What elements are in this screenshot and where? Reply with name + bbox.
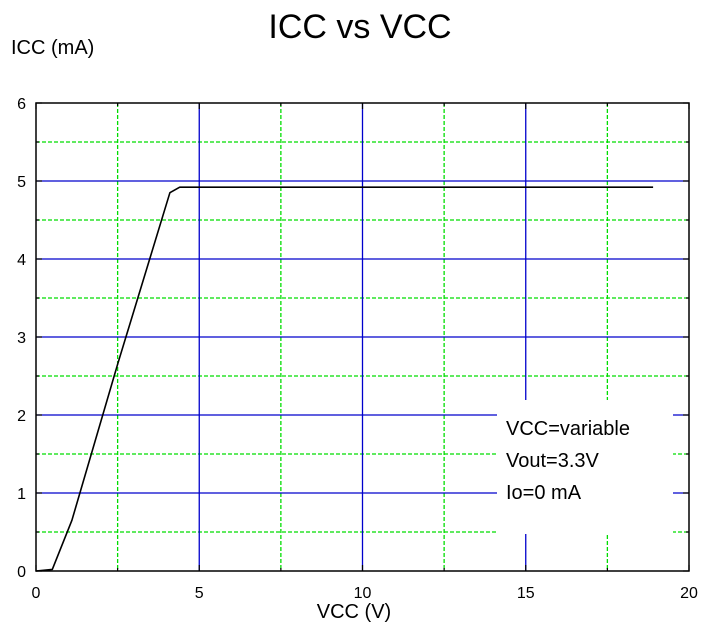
y-tick-label: 5 xyxy=(17,174,26,191)
y-tick-label: 2 xyxy=(17,408,26,425)
y-tick-label: 3 xyxy=(17,330,26,347)
ticks-layer xyxy=(35,102,690,572)
x-tick-label: 15 xyxy=(517,585,535,602)
x-tick-label: 10 xyxy=(354,585,372,602)
y-tick-label: 0 xyxy=(17,564,26,581)
annotation-text: Vout=3.3V xyxy=(506,450,600,472)
x-tick-label: 5 xyxy=(195,585,204,602)
y-tick-label: 4 xyxy=(17,252,26,269)
tick-labels: 0 5 10 15 20 0 1 2 3 4 5 6 xyxy=(17,96,698,602)
series-line xyxy=(35,186,654,572)
x-axis-label: VCC (V) xyxy=(317,601,391,623)
y-tick-label: 1 xyxy=(17,486,26,503)
x-tick-label: 0 xyxy=(32,585,41,602)
annotation-background xyxy=(497,400,673,534)
annotation-text: Io=0 mA xyxy=(506,482,582,504)
y-axis-label: ICC (mA) xyxy=(11,37,94,59)
annotation-text: VCC=variable xyxy=(506,418,630,440)
series-layer xyxy=(35,186,654,572)
annotation-box: VCC=variable Vout=3.3V Io=0 mA xyxy=(497,400,673,534)
y-tick-label: 6 xyxy=(17,96,26,113)
chart-title: ICC vs VCC xyxy=(268,8,451,46)
x-tick-label: 20 xyxy=(680,585,698,602)
